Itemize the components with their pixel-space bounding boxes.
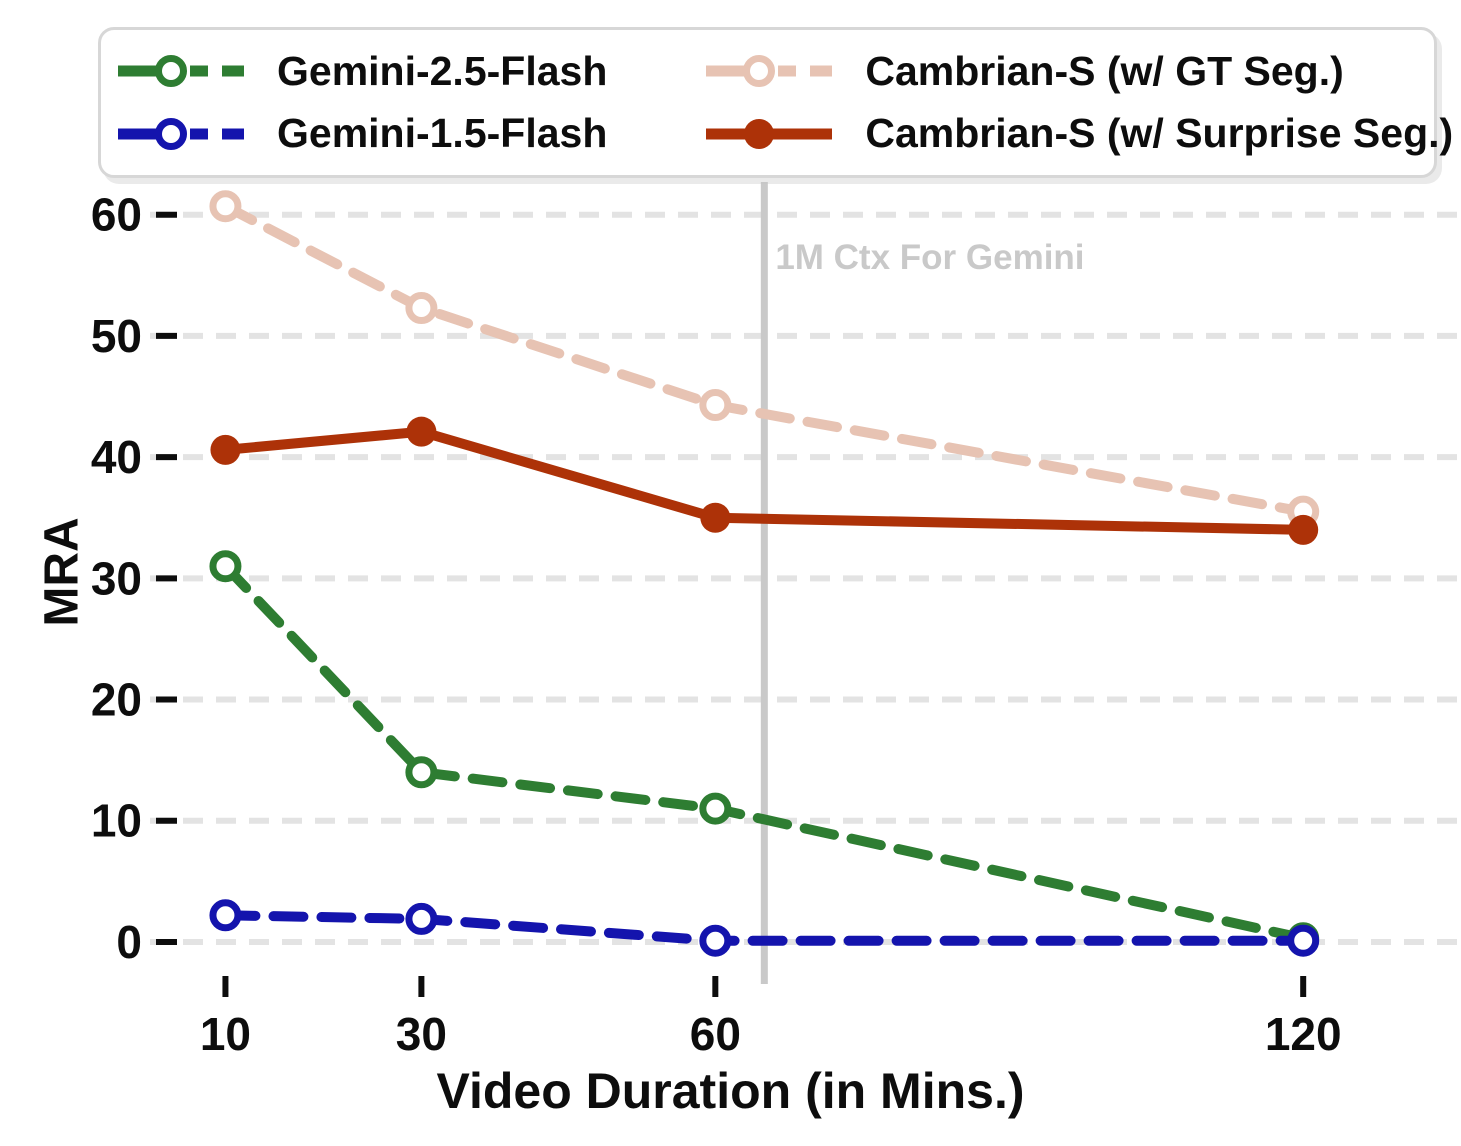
legend-sample-gemini-1-5-flash: [118, 117, 244, 150]
legend-item-gemini-1-5-flash: Gemini-1.5-Flash: [115, 111, 607, 157]
legend-sample-cambrian-s-w-surprise-seg: [706, 118, 833, 149]
marker-gemini-1-5-flash-x120: [1287, 924, 1320, 957]
y-tick-label-30: 30: [91, 552, 142, 604]
x-axis-title: Video Duration (in Mins.): [436, 1063, 1025, 1119]
legend: Gemini-2.5-Flash Gemini-1.5-Flash Cambrian…: [98, 27, 1453, 178]
legend-label-cambrian-s-w-surprise-seg: Cambrian-S (w/ Surprise Seg.): [865, 110, 1454, 157]
legend-item-gemini-2-5-flash: Gemini-2.5-Flash: [115, 48, 607, 94]
y-tick-label-10: 10: [91, 795, 142, 847]
marker-gemini-2-5-flash-x10: [209, 550, 242, 583]
x-tick-label-60: 60: [690, 1008, 741, 1060]
marker-gemini-1-5-flash-x10: [209, 899, 242, 932]
legend-item-cambrian-s-w-surprise-seg: Cambrian-S (w/ Surprise Seg.): [703, 111, 1453, 157]
marker-cambrian-s-w-surprise-seg-x60: [700, 502, 731, 533]
series-line-gemini-2-5-flash: [220, 561, 1309, 944]
marker-gemini-2-5-flash-x60: [699, 792, 732, 825]
legend-sample-marker-cambrian-s-w-surprise-seg: [744, 118, 775, 149]
x-tick-label-120: 120: [1265, 1008, 1342, 1060]
marker-cambrian-s-w-surprise-seg-x10: [210, 434, 241, 465]
legend-sample-marker-cambrian-s-w-gt-seg: [743, 55, 776, 88]
marker-cambrian-s-w-surprise-seg-x30: [406, 416, 437, 447]
legend-sample-marker-gemini-1-5-flash: [155, 117, 187, 150]
marker-cambrian-s-w-gt-seg-x30: [405, 292, 438, 325]
y-tick-label-40: 40: [91, 431, 142, 483]
marker-gemini-1-5-flash-x30: [405, 902, 438, 935]
x-tick-label-10: 10: [200, 1008, 251, 1060]
y-tick-label-20: 20: [91, 674, 142, 726]
legend-sample-cambrian-s-w-gt-seg: [706, 55, 833, 88]
marker-gemini-2-5-flash-x30: [405, 756, 438, 789]
legend-sample-marker-gemini-2-5-flash: [155, 55, 187, 88]
legend-label-cambrian-s-w-gt-seg: Cambrian-S (w/ GT Seg.): [865, 47, 1344, 94]
y-tick-label-50: 50: [91, 310, 142, 362]
legend-label-gemini-2-5-flash: Gemini-2.5-Flash: [277, 47, 608, 94]
marker-cambrian-s-w-gt-seg-x60: [699, 389, 732, 422]
series-line-cambrian-s-w-surprise-seg: [220, 426, 1309, 535]
series-line-gemini-1-5-flash: [220, 910, 1309, 946]
legend-sample-gemini-2-5-flash: [118, 55, 244, 88]
legend-label-gemini-1-5-flash: Gemini-1.5-Flash: [277, 110, 608, 157]
y-axis-title: MRA: [35, 517, 89, 627]
marker-cambrian-s-w-gt-seg-x10: [209, 190, 242, 223]
context-limit-annotation: 1M Ctx For Gemini: [775, 238, 1085, 277]
series-line-cambrian-s-w-gt-seg: [220, 201, 1309, 517]
x-tick-label-30: 30: [396, 1008, 447, 1060]
y-tick-label-0: 0: [116, 916, 142, 968]
y-tick-label-60: 60: [91, 189, 142, 241]
marker-gemini-1-5-flash-x60: [699, 924, 732, 957]
marker-cambrian-s-w-surprise-seg-x120: [1288, 514, 1319, 545]
legend-item-cambrian-s-w-gt-seg: Cambrian-S (w/ GT Seg.): [703, 48, 1453, 94]
